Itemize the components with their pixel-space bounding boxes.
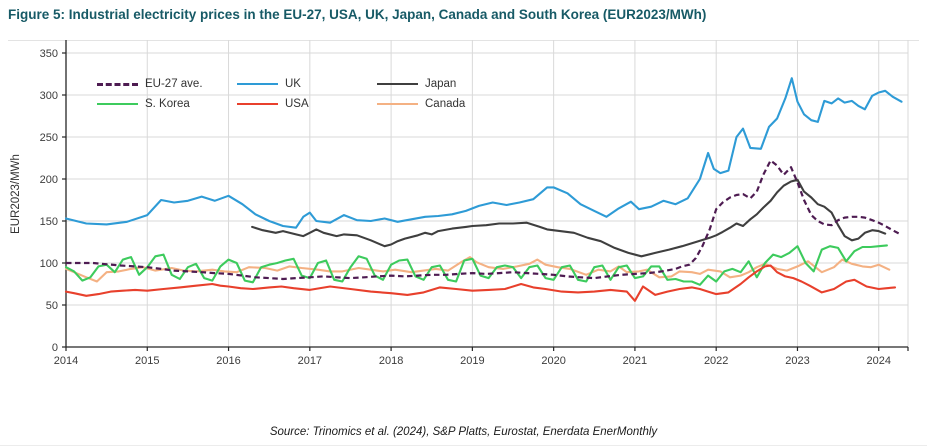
x-tick-label: 2016 <box>216 355 240 367</box>
legend-item-s-korea: S. Korea <box>97 97 190 111</box>
legend-label-japan: Japan <box>425 78 457 90</box>
legend-swatch-eu-27-ave <box>97 82 138 86</box>
series-line-japan <box>251 178 887 258</box>
x-tick-label: 2022 <box>704 355 728 367</box>
legend-swatch-s-korea <box>97 103 138 105</box>
legend-swatch-uk <box>237 83 278 85</box>
series-line-eu-27-ave <box>66 159 900 281</box>
legend-swatch-usa <box>237 103 278 105</box>
y-tick-label: 50 <box>46 300 58 312</box>
legend-item-usa: USA <box>237 97 309 111</box>
legend-item-uk: UK <box>237 77 301 91</box>
legend-item-canada: Canada <box>377 97 465 111</box>
x-tick-label: 2014 <box>54 355 78 367</box>
x-tick-label: 2017 <box>298 355 322 367</box>
figure-title: Figure 5: Industrial electricity prices … <box>8 7 707 22</box>
title-divider <box>8 40 919 41</box>
x-tick-label: 2015 <box>135 355 159 367</box>
legend-item-japan: Japan <box>377 77 456 91</box>
x-tick-label: 2021 <box>623 355 647 367</box>
y-tick-label: 100 <box>40 258 58 270</box>
y-tick-label: 200 <box>40 174 58 186</box>
y-tick-label: 350 <box>40 48 58 60</box>
legend-item-eu-27-ave: EU-27 ave. <box>97 77 203 91</box>
legend-swatch-canada <box>377 103 418 105</box>
y-tick-label: 150 <box>40 216 58 228</box>
x-tick-label: 2024 <box>866 355 890 367</box>
legend-label-s-korea: S. Korea <box>145 98 190 110</box>
legend-swatch-japan <box>377 83 418 85</box>
source-note: Source: Trinomics et al. (2024), S&P Pla… <box>269 426 658 438</box>
series-line-usa <box>64 264 897 302</box>
y-tick-label: 0 <box>52 342 58 354</box>
x-tick-label: 2020 <box>541 355 565 367</box>
legend-label-uk: UK <box>285 78 301 90</box>
x-tick-label: 2018 <box>379 355 403 367</box>
y-tick-label: 300 <box>40 90 58 102</box>
y-tick-label: 250 <box>40 132 58 144</box>
series-line-uk <box>64 77 903 229</box>
legend-label-usa: USA <box>285 98 309 110</box>
x-tick-label: 2023 <box>785 355 809 367</box>
series-line-s-korea <box>64 244 888 286</box>
y-axis-label: EUR2023/MWh <box>10 154 22 234</box>
legend-label-canada: Canada <box>425 98 466 110</box>
x-tick-label: 2019 <box>460 355 484 367</box>
legend-label-eu-27-ave: EU-27 ave. <box>145 78 203 90</box>
